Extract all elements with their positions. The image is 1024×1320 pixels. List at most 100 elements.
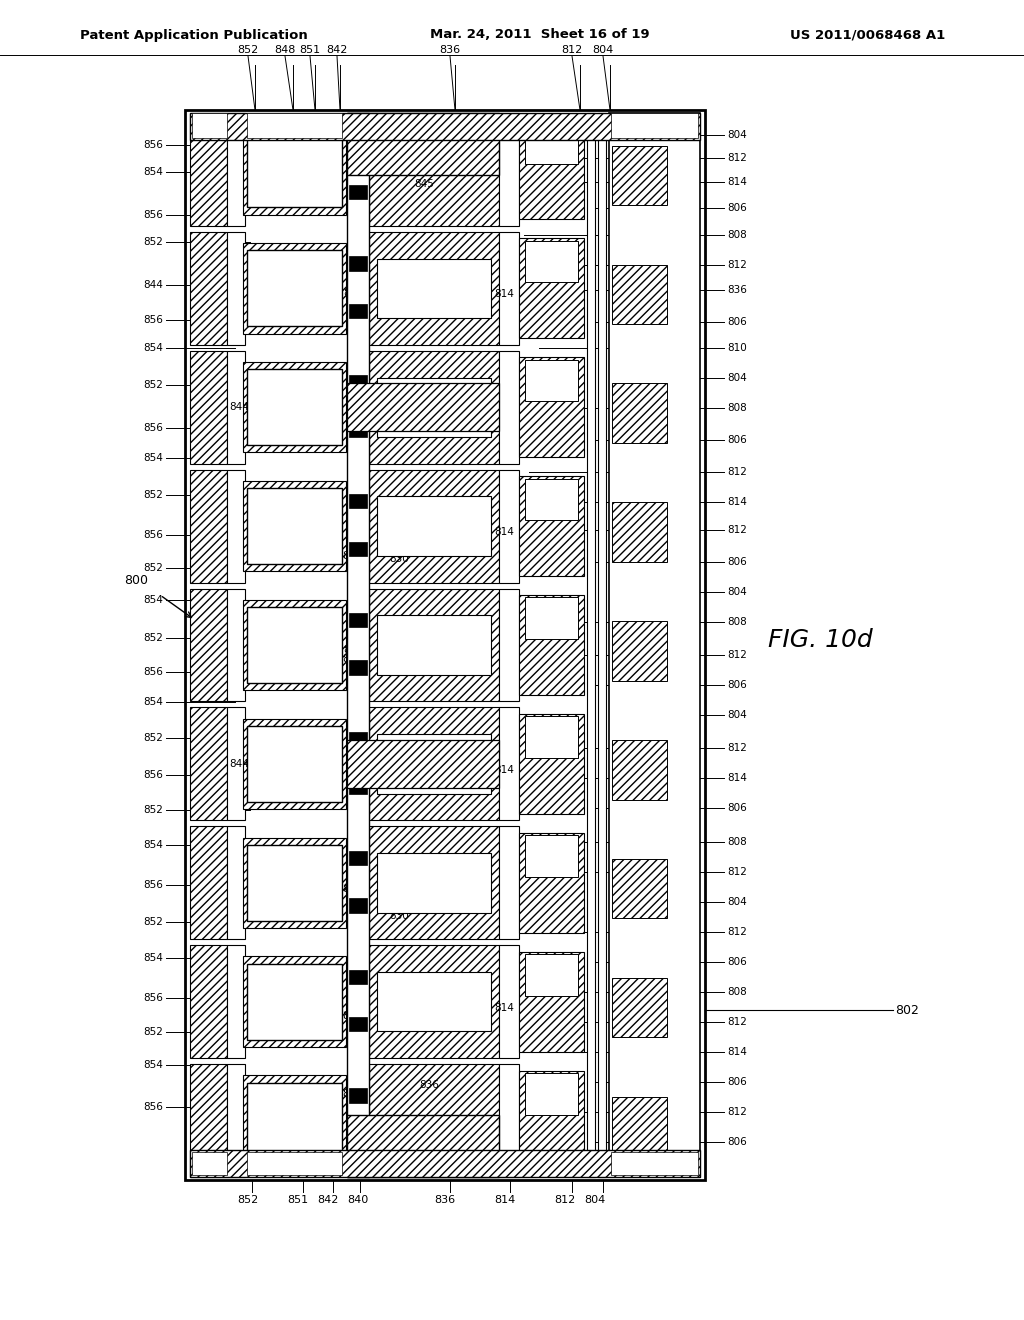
Bar: [349, 494, 367, 508]
Bar: [609, 114, 700, 1177]
Bar: [349, 898, 367, 912]
Bar: [349, 1137, 367, 1150]
Bar: [525, 598, 578, 639]
Bar: [193, 1152, 227, 1175]
Bar: [227, 945, 245, 1059]
Bar: [185, 110, 705, 1180]
Bar: [247, 607, 342, 682]
Text: 836: 836: [434, 1195, 456, 1205]
Text: 812: 812: [727, 867, 746, 876]
Bar: [190, 708, 227, 820]
Bar: [247, 1082, 342, 1159]
Text: 806: 806: [727, 203, 746, 213]
Text: 856: 856: [143, 667, 163, 677]
Text: 852: 852: [238, 45, 259, 55]
Text: 802: 802: [895, 1003, 919, 1016]
Bar: [227, 826, 245, 940]
Bar: [369, 826, 499, 940]
Text: Mar. 24, 2011  Sheet 16 of 19: Mar. 24, 2011 Sheet 16 of 19: [430, 29, 649, 41]
Text: 808: 808: [727, 987, 746, 997]
Text: 849: 849: [267, 165, 287, 174]
Text: 840: 840: [343, 288, 362, 298]
Bar: [612, 622, 667, 681]
Bar: [247, 845, 342, 921]
Text: 851: 851: [342, 1089, 361, 1100]
Text: 804: 804: [727, 129, 746, 140]
Bar: [190, 232, 227, 345]
Bar: [227, 470, 245, 582]
Text: 812: 812: [727, 467, 746, 477]
Text: 856: 856: [143, 210, 163, 220]
Bar: [587, 114, 595, 1177]
Bar: [349, 612, 367, 627]
Text: 812: 812: [727, 525, 746, 535]
Text: 849: 849: [283, 520, 306, 532]
Text: 851: 851: [288, 1195, 308, 1205]
Text: 856: 856: [143, 993, 163, 1003]
Text: 804: 804: [585, 1195, 605, 1205]
Text: 812: 812: [727, 649, 746, 660]
Text: 812: 812: [727, 1107, 746, 1117]
Text: 854: 854: [143, 840, 163, 850]
Bar: [519, 714, 584, 814]
Text: 830: 830: [389, 1148, 409, 1159]
Bar: [499, 1064, 519, 1177]
Bar: [190, 114, 700, 140]
Text: 808: 808: [727, 837, 746, 847]
Text: 804: 804: [727, 587, 746, 597]
Bar: [499, 351, 519, 463]
Text: 832: 832: [379, 384, 399, 395]
Bar: [247, 370, 342, 445]
Text: 834: 834: [404, 747, 424, 756]
Text: 814: 814: [494, 1003, 514, 1012]
Text: 848: 848: [267, 277, 287, 288]
Bar: [612, 741, 667, 800]
Text: 842: 842: [342, 883, 361, 894]
Text: 852: 852: [143, 733, 163, 743]
Text: 814: 814: [494, 527, 514, 537]
Text: 854: 854: [143, 697, 163, 708]
Text: 856: 856: [143, 140, 163, 150]
Text: 856: 856: [143, 1102, 163, 1111]
Bar: [349, 660, 367, 675]
Bar: [377, 734, 490, 793]
Text: 808: 808: [727, 616, 746, 627]
Bar: [349, 422, 367, 437]
Bar: [369, 351, 499, 463]
Text: 852: 852: [143, 634, 163, 643]
Text: 844: 844: [143, 280, 163, 290]
Text: 812: 812: [727, 153, 746, 162]
Text: 834: 834: [404, 272, 424, 281]
Bar: [190, 1150, 700, 1177]
Bar: [612, 383, 667, 444]
Text: 814: 814: [495, 1195, 516, 1205]
Bar: [227, 589, 245, 701]
Text: 806: 806: [727, 1137, 746, 1147]
Bar: [369, 114, 499, 226]
Text: 804: 804: [727, 374, 746, 383]
Bar: [247, 132, 342, 207]
Bar: [519, 358, 584, 457]
Bar: [499, 826, 519, 940]
Text: 836: 836: [439, 45, 461, 55]
Bar: [349, 137, 367, 152]
Text: 851: 851: [299, 45, 321, 55]
Bar: [349, 375, 367, 389]
Text: 856: 856: [143, 770, 163, 780]
Text: 854: 854: [143, 168, 163, 177]
Bar: [611, 114, 698, 139]
Bar: [499, 708, 519, 820]
Text: 806: 806: [727, 557, 746, 568]
Bar: [349, 541, 367, 556]
Text: 844: 844: [229, 403, 249, 412]
Text: 840: 840: [343, 883, 362, 892]
Text: 852: 852: [143, 564, 163, 573]
Bar: [227, 351, 245, 463]
Text: 830: 830: [389, 131, 409, 141]
Text: 814: 814: [494, 289, 514, 300]
Bar: [243, 243, 346, 334]
Text: 814: 814: [727, 1047, 746, 1057]
Text: 856: 856: [143, 531, 163, 540]
Text: 842: 842: [327, 45, 348, 55]
Text: 846: 846: [267, 403, 287, 412]
